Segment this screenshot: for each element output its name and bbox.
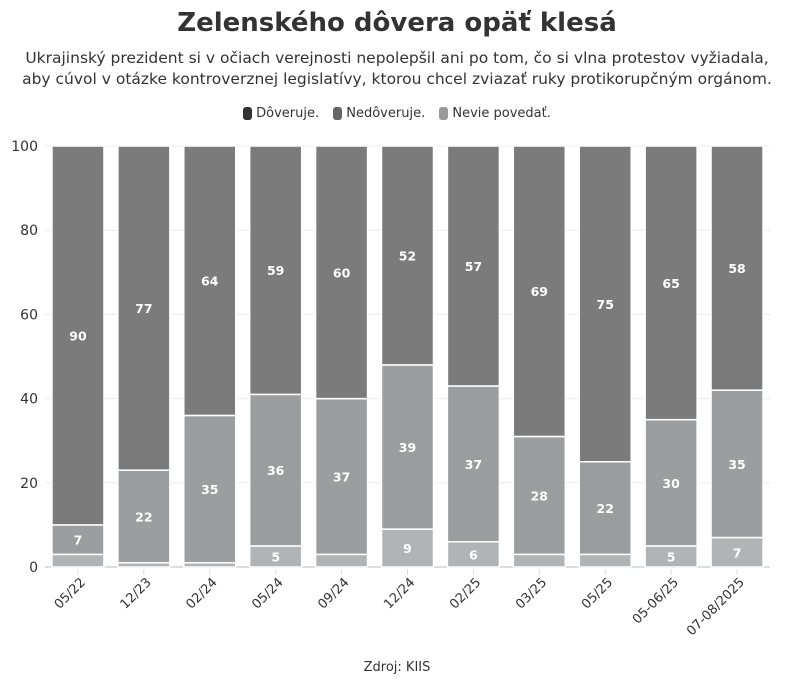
data-label: 37 <box>465 457 482 472</box>
subtitle-line-2: aby cúvol v otázke kontroverznej legisla… <box>22 70 772 88</box>
x-tick-label: 12/24 <box>381 575 418 612</box>
bar-segment <box>644 145 698 421</box>
bar-segment <box>512 553 567 568</box>
bar-segment <box>446 385 501 543</box>
x-tick-label: 05/22 <box>52 575 89 612</box>
chart-subtitle: Ukrajinský prezident si v očiach verejno… <box>0 48 794 90</box>
legend-swatch <box>333 107 343 120</box>
data-label: 59 <box>267 263 284 278</box>
bar-segment <box>578 553 632 568</box>
legend-label: Nedôveruje. <box>346 106 426 121</box>
bar-segment <box>644 418 698 547</box>
data-label: 69 <box>531 284 548 299</box>
data-label: 90 <box>69 328 87 343</box>
bar-segment <box>51 524 105 556</box>
data-label: 36 <box>267 463 285 478</box>
data-label: 39 <box>399 440 416 455</box>
data-label: 5 <box>667 549 676 564</box>
bar-segment <box>314 145 369 400</box>
x-tick-label: 05/25 <box>579 575 616 612</box>
x-tick-label: 09/24 <box>315 575 352 612</box>
x-tick-label: 02/24 <box>184 575 221 612</box>
x-tick-label: 05/24 <box>249 575 286 612</box>
data-label: 37 <box>333 469 350 484</box>
data-label: 35 <box>201 482 218 497</box>
data-label: 6 <box>469 547 478 562</box>
bar-segment <box>380 145 435 366</box>
y-tick-label: 100 <box>11 139 38 155</box>
data-label: 52 <box>399 248 416 263</box>
bar-segment <box>512 145 567 438</box>
legend-swatch <box>243 107 253 120</box>
legend-label: Nevie povedať. <box>452 106 551 121</box>
x-tick-label: 03/25 <box>513 575 550 612</box>
data-label: 7 <box>74 533 83 548</box>
source-note: Zdroj: KIIS <box>363 660 431 675</box>
data-label: 9 <box>403 541 412 556</box>
data-label: 28 <box>531 488 548 503</box>
data-label: 7 <box>733 545 742 560</box>
data-label: 58 <box>728 261 745 276</box>
data-label: 57 <box>465 259 482 274</box>
bar-segment <box>512 435 567 556</box>
bar-segment <box>578 145 632 463</box>
y-tick-label: 60 <box>20 307 38 323</box>
bar-segment <box>710 389 764 539</box>
data-label: 77 <box>135 301 152 316</box>
bar-segment <box>314 397 369 556</box>
y-tick-label: 40 <box>20 392 38 408</box>
x-tick-label: 12/23 <box>118 575 155 612</box>
bar-segment <box>117 145 171 471</box>
data-label: 65 <box>662 276 679 291</box>
bar-segment <box>183 145 237 417</box>
bar-segment <box>51 553 105 568</box>
data-label: 75 <box>597 297 614 312</box>
data-label: 35 <box>728 457 745 472</box>
legend-item-doveruje[interactable]: Dôveruje. <box>243 106 319 121</box>
bar-segment <box>314 553 369 568</box>
data-label: 60 <box>333 265 351 280</box>
bar-segment <box>710 145 764 391</box>
bar-segment <box>248 145 303 396</box>
bar-segment <box>446 145 501 387</box>
legend-label: Dôveruje. <box>256 106 320 121</box>
bar-segment <box>380 364 435 530</box>
y-tick-label: 80 <box>20 223 38 239</box>
bar-segment <box>710 536 764 568</box>
x-tick-label: 07-08/2025 <box>684 575 748 639</box>
data-label: 64 <box>201 274 219 289</box>
x-tick-label: 05-06/25 <box>630 575 682 627</box>
data-label: 22 <box>597 501 614 516</box>
data-label: 22 <box>135 509 152 524</box>
legend-item-nedoveruje[interactable]: Nedôveruje. <box>333 106 425 121</box>
legend: Dôveruje. Nedôveruje. Nevie povedať. <box>0 106 794 124</box>
legend-swatch <box>439 107 449 120</box>
legend-item-nevie[interactable]: Nevie povedať. <box>439 106 551 121</box>
data-label: 30 <box>662 476 680 491</box>
x-tick-label: 02/25 <box>447 575 484 612</box>
y-tick-label: 20 <box>20 476 38 492</box>
y-tick-label: 0 <box>29 560 38 576</box>
bar-segment <box>51 145 105 526</box>
data-label: 5 <box>271 549 280 564</box>
chart-title: Zelenského dôvera opäť klesá <box>177 8 617 38</box>
subtitle-line-1: Ukrajinský prezident si v očiach verejno… <box>25 49 769 67</box>
